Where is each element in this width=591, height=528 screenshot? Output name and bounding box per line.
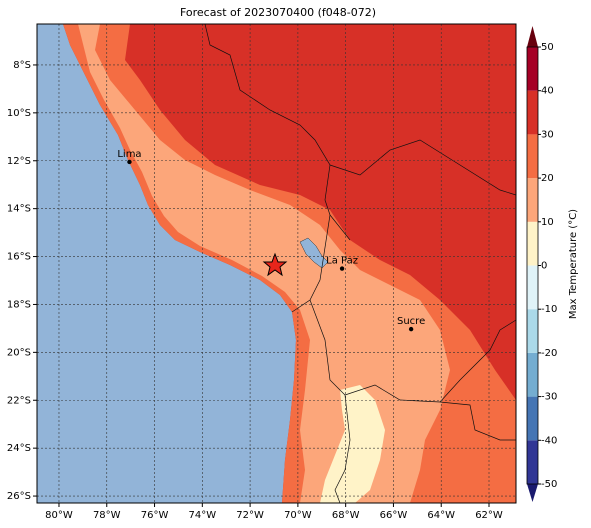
colorbar-segment (527, 396, 538, 441)
map-area (37, 24, 516, 503)
map-title: Forecast of 2023070400 (f048-072) (180, 6, 376, 19)
colorbar-tick-label: 30 (541, 129, 554, 140)
colorbar-segment (527, 134, 538, 179)
colorbar-tick-label: -20 (541, 348, 557, 359)
country-border (439, 319, 516, 403)
colorbar-tick-label: 50 (541, 42, 554, 53)
city-label: La Paz (326, 256, 358, 267)
colorbar-segment (527, 309, 538, 353)
colorbar-tick-label: -50 (541, 479, 557, 490)
country-border (204, 24, 331, 216)
x-tick-label: 76°W (141, 510, 169, 521)
y-tick-label: 24°S (7, 443, 31, 454)
x-tick-label: 74°W (189, 510, 217, 521)
x-tick-label: 78°W (93, 510, 121, 521)
city-point (408, 326, 414, 332)
lake (299, 237, 329, 269)
colorbar-tick-label: 10 (541, 217, 554, 228)
y-tick-label: 8°S (13, 60, 31, 71)
country-border (329, 139, 516, 196)
colorbar-segment (527, 178, 538, 222)
y-tick-label: 22°S (7, 395, 31, 406)
colorbar-tick-label: 20 (541, 173, 554, 184)
country-border (344, 384, 516, 441)
y-tick-label: 12°S (7, 156, 31, 167)
colorbar-segment (527, 352, 538, 397)
star-marker (262, 252, 288, 277)
city-label: Sucre (397, 316, 425, 327)
x-tick-label: 66°W (380, 510, 408, 521)
colorbar-tick-label: 0 (541, 261, 547, 272)
x-tick-label: 72°W (236, 510, 264, 521)
colorbar-segment (527, 221, 538, 266)
y-tick-label: 14°S (7, 204, 31, 215)
colorbar-segment (527, 265, 538, 310)
colorbar-extend (527, 26, 538, 47)
x-tick-label: 80°W (45, 510, 73, 521)
x-tick-label: 70°W (284, 510, 312, 521)
colorbar-tick-label: 40 (541, 86, 554, 97)
colorbar-label: Max Temperature (°C) (568, 209, 579, 319)
plot-frame (36, 23, 517, 504)
y-tick-label: 26°S (7, 491, 31, 502)
city-point (127, 159, 132, 165)
colorbar-tick-label: -10 (541, 304, 557, 315)
colorbar-segment (527, 90, 538, 135)
city-label: Lima (117, 149, 141, 160)
x-tick-label: 68°W (332, 510, 360, 521)
temperature-region (78, 24, 450, 503)
colorbar-tick-label: -30 (541, 392, 557, 403)
y-tick-label: 18°S (7, 299, 31, 310)
colorbar-segment (527, 47, 538, 91)
temperature-region (320, 385, 385, 503)
city-point (339, 266, 345, 271)
x-tick-label: 62°W (475, 510, 503, 521)
x-tick-label: 64°W (427, 510, 455, 521)
y-tick-label: 16°S (7, 252, 31, 263)
colorbar-segment (527, 440, 538, 484)
y-tick-label: 10°S (7, 108, 31, 119)
colorbar-tick-label: -40 (541, 435, 557, 446)
country-border (291, 214, 351, 503)
colorbar: -50 -40 -30 -20 -10 0 10 20 30 40 50 (526, 26, 557, 502)
colorbar-extend (527, 484, 538, 502)
y-tick-label: 20°S (7, 347, 31, 358)
